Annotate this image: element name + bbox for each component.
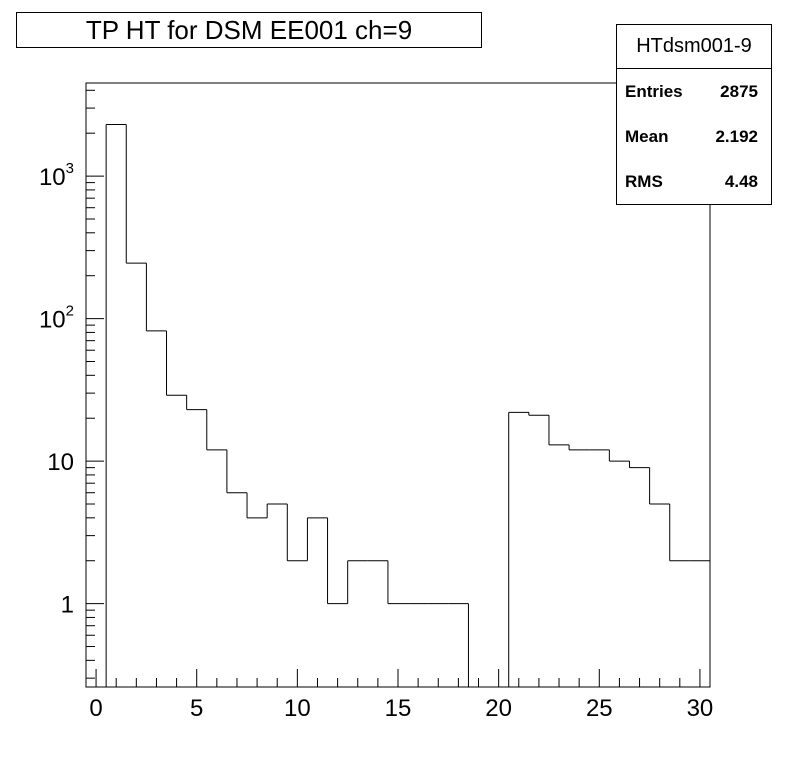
x-tick-label: 20 — [485, 695, 512, 722]
x-tick-label: 30 — [687, 695, 714, 722]
stats-mean-label: Mean — [625, 126, 669, 146]
histogram-title: TP HT for DSM EE001 ch=9 — [16, 12, 482, 48]
stats-row-rms: RMS 4.48 — [617, 159, 771, 204]
stats-rms-label: RMS — [625, 171, 663, 191]
stats-row-entries: Entries 2875 — [617, 69, 771, 114]
stats-entries-value: 2875 — [720, 81, 758, 101]
y-tick-label: 103 — [39, 160, 74, 191]
y-tick-label: 10 — [47, 449, 74, 476]
statistics-box: HTdsm001-9 Entries 2875 Mean 2.192 RMS 4… — [616, 24, 772, 205]
stats-rms-value: 4.48 — [724, 171, 758, 191]
y-tick-label: 102 — [39, 303, 74, 334]
stats-histogram-name: HTdsm001-9 — [617, 25, 771, 69]
stats-entries-label: Entries — [625, 81, 683, 101]
x-tick-label: 5 — [190, 695, 203, 722]
x-tick-label: 0 — [89, 695, 102, 722]
x-tick-label: 25 — [586, 695, 613, 722]
x-tick-label: 10 — [284, 695, 311, 722]
stats-mean-value: 2.192 — [715, 126, 758, 146]
stats-row-mean: Mean 2.192 — [617, 114, 771, 159]
y-tick-label: 1 — [61, 592, 74, 619]
x-tick-label: 15 — [385, 695, 412, 722]
